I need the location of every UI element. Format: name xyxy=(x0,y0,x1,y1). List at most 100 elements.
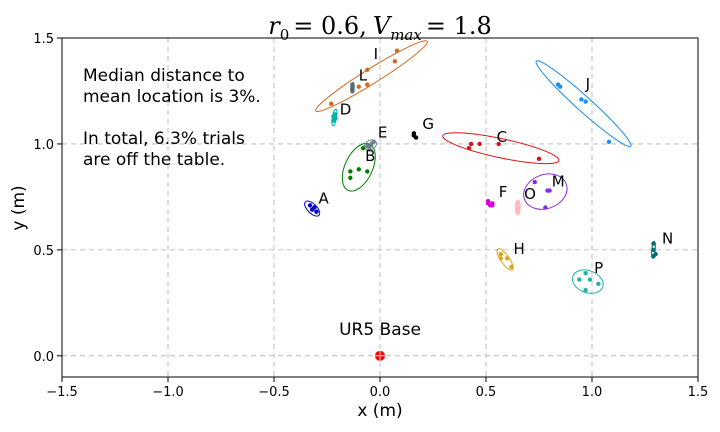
series-label-n: N xyxy=(662,230,673,248)
point-i xyxy=(394,48,400,53)
ellipse-layer xyxy=(304,40,656,294)
series-label-g: G xyxy=(422,115,434,133)
x-tick-label: 1.0 xyxy=(582,385,603,400)
point-f xyxy=(485,198,491,204)
point-h xyxy=(498,251,504,257)
point-i xyxy=(329,101,334,106)
point-b xyxy=(360,145,366,151)
point-g xyxy=(411,133,417,138)
point-b xyxy=(365,169,370,174)
series-label-c: C xyxy=(497,128,507,146)
point-h xyxy=(505,256,510,261)
ellipse-a xyxy=(304,200,321,217)
point-j xyxy=(606,139,612,145)
point-p xyxy=(583,270,588,276)
x-tick-label: 0.0 xyxy=(370,385,391,400)
point-c xyxy=(536,156,542,161)
point-m xyxy=(547,188,552,193)
y-tick-label: 0.0 xyxy=(33,350,54,365)
point-i xyxy=(392,59,398,64)
point-a xyxy=(314,209,319,214)
annotation-line: mean location is 3%. xyxy=(83,87,261,107)
base-layer: UR5 Base xyxy=(339,320,421,361)
point-o xyxy=(515,209,520,214)
x-tick-label: −1.5 xyxy=(46,385,78,400)
x-axis-label: x (m) xyxy=(357,401,402,421)
point-layer xyxy=(307,48,658,293)
point-p xyxy=(596,281,601,286)
series-label-f: F xyxy=(499,183,508,201)
title-v-symbol: V xyxy=(373,12,393,40)
series-label-a: A xyxy=(319,189,330,207)
series-label-h: H xyxy=(514,240,525,258)
series-label-e: E xyxy=(378,124,387,142)
title-r-value: = 0.6, xyxy=(293,12,367,40)
title-v-value: = 1.8 xyxy=(426,12,492,40)
point-c xyxy=(466,145,472,151)
point-p xyxy=(587,277,593,282)
x-tick-label: −0.5 xyxy=(258,385,290,400)
point-n xyxy=(651,247,656,253)
x-tick-label: −1.0 xyxy=(152,385,184,400)
y-tick-label: 0.5 xyxy=(33,244,54,259)
tick-layer: −1.5 −1.0 −0.5 0.0 0.5 1.0 1.5 0.0 0.5 1.0 1.5 xyxy=(33,32,708,400)
title-r-symbol: r xyxy=(268,12,281,40)
point-i xyxy=(365,82,370,87)
series-label-i: I xyxy=(374,45,378,63)
series-label-p: P xyxy=(594,259,603,277)
point-n xyxy=(651,241,656,246)
ellipse-m xyxy=(523,173,568,210)
point-b xyxy=(356,167,361,172)
point-b xyxy=(348,169,353,174)
point-n xyxy=(651,254,656,259)
point-d xyxy=(331,114,336,119)
ellipse-c xyxy=(442,132,560,165)
series-label-l: L xyxy=(359,66,368,84)
point-j xyxy=(583,99,588,104)
point-m xyxy=(543,205,548,210)
annotation-line: In total, 6.3% trials xyxy=(83,129,245,149)
point-c xyxy=(496,141,501,147)
chart-title: r0 = 0.6, Vmax = 1.8 xyxy=(268,12,491,44)
point-p xyxy=(577,277,582,282)
y-axis-label: y (m) xyxy=(9,185,29,230)
y-tick-label: 1.5 xyxy=(33,32,54,47)
ur5-base-label: UR5 Base xyxy=(339,320,421,340)
y-tick-label: 1.0 xyxy=(33,138,54,153)
point-b xyxy=(348,175,353,181)
title-r-subscript: 0 xyxy=(280,26,290,44)
annotation-line: are off the table. xyxy=(83,150,225,170)
point-e xyxy=(367,145,372,151)
annotation-line: Median distance to xyxy=(83,66,245,86)
point-i xyxy=(365,67,370,72)
point-a xyxy=(312,205,317,210)
point-m xyxy=(532,179,537,185)
series-label-b: B xyxy=(365,147,375,165)
point-f xyxy=(490,203,495,208)
series-label-d: D xyxy=(340,100,352,118)
x-tick-label: 0.5 xyxy=(476,385,497,400)
point-l xyxy=(350,82,355,87)
ellipse-o xyxy=(514,199,521,216)
title-v-subscript: max xyxy=(390,26,422,44)
point-c xyxy=(477,141,482,147)
label-layer: A B C D E F G H I J L M N O P xyxy=(319,45,674,277)
series-label-m: M xyxy=(552,172,565,190)
point-e xyxy=(371,139,376,145)
ellipse-j xyxy=(535,60,632,148)
point-a xyxy=(307,203,313,208)
point-i xyxy=(356,84,361,89)
point-o xyxy=(515,201,520,206)
ellipse-p xyxy=(571,269,604,294)
point-p xyxy=(583,287,588,293)
x-tick-label: 1.5 xyxy=(688,385,709,400)
series-label-j: J xyxy=(585,75,590,93)
point-j xyxy=(558,84,563,89)
point-h xyxy=(498,256,504,261)
point-l xyxy=(350,88,355,94)
point-j xyxy=(579,97,584,102)
series-label-o: O xyxy=(524,185,536,203)
point-h xyxy=(509,264,514,270)
